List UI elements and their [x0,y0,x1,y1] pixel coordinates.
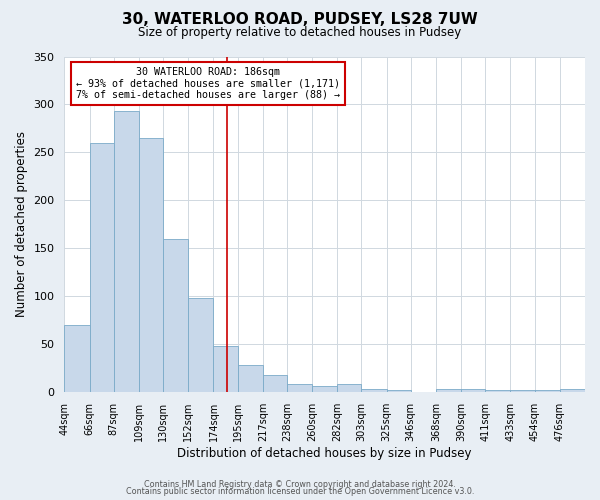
Bar [163,239,188,392]
Bar [238,366,263,392]
Text: 30 WATERLOO ROAD: 186sqm
← 93% of detached houses are smaller (1,171)
7% of semi: 30 WATERLOO ROAD: 186sqm ← 93% of detach… [76,66,340,100]
Bar [535,390,560,392]
Bar [89,143,114,392]
Bar [214,346,238,393]
Bar [287,384,312,392]
Bar [436,390,461,392]
Text: Size of property relative to detached houses in Pudsey: Size of property relative to detached ho… [139,26,461,39]
Bar [485,390,511,392]
Bar [263,375,287,392]
Bar [337,384,361,392]
Bar [560,390,585,392]
Bar [64,325,89,392]
X-axis label: Distribution of detached houses by size in Pudsey: Distribution of detached houses by size … [178,447,472,460]
Bar [312,386,337,392]
Bar [188,298,214,392]
Bar [361,388,386,392]
Y-axis label: Number of detached properties: Number of detached properties [15,132,28,318]
Bar [461,390,485,392]
Bar [386,390,411,392]
Bar [114,111,139,392]
Text: Contains HM Land Registry data © Crown copyright and database right 2024.: Contains HM Land Registry data © Crown c… [144,480,456,489]
Bar [139,138,163,392]
Bar [511,390,535,392]
Text: Contains public sector information licensed under the Open Government Licence v3: Contains public sector information licen… [126,488,474,496]
Text: 30, WATERLOO ROAD, PUDSEY, LS28 7UW: 30, WATERLOO ROAD, PUDSEY, LS28 7UW [122,12,478,28]
